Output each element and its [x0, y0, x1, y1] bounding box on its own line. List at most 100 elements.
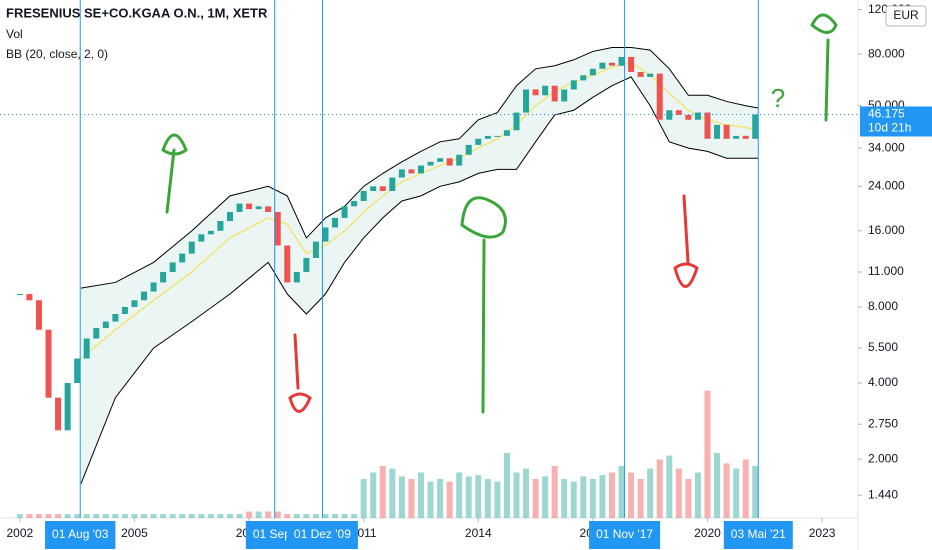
marker-label: 01 Nov '17: [596, 527, 653, 541]
currency: EUR: [893, 8, 919, 22]
volume-bar: [398, 476, 405, 518]
x-tick-label: 2020: [694, 526, 721, 540]
candle: [160, 271, 167, 283]
volume-bar: [742, 459, 749, 518]
volume-bar: [675, 468, 682, 518]
volume-bar: [131, 514, 138, 518]
candle: [742, 135, 749, 139]
candle: [121, 306, 128, 315]
volume-bar: [83, 514, 90, 518]
volume-bar: [714, 453, 721, 518]
candle: [513, 112, 520, 131]
volume-bar: [523, 468, 530, 518]
volume-bar: [456, 472, 463, 518]
candle: [102, 321, 109, 329]
candle: [169, 262, 176, 272]
candle: [332, 217, 339, 228]
candle: [64, 383, 71, 431]
y-tick-label: 24.000: [868, 178, 905, 192]
volume-bar: [513, 472, 520, 518]
candle: [456, 154, 463, 166]
candle: [293, 271, 300, 283]
y-tick-label: 16.000: [868, 223, 905, 237]
volume-bar: [16, 514, 23, 518]
volume-bar: [379, 466, 386, 518]
volume-bar: [246, 511, 253, 518]
volume-bar: [150, 514, 157, 518]
y-tick-label: 80.000: [868, 46, 905, 60]
volume-bar: [570, 481, 577, 518]
volume-bar: [370, 472, 377, 518]
volume-bar: [733, 468, 740, 518]
candle: [542, 85, 549, 96]
indicator-label: BB (20, close, 2, 0): [6, 47, 108, 61]
volume-bar: [723, 463, 730, 518]
candle: [475, 138, 482, 145]
candle: [647, 73, 654, 77]
y-tick-label: 4.000: [868, 375, 898, 389]
candle: [207, 230, 214, 235]
candle: [198, 234, 205, 242]
volume-bar: [637, 479, 644, 518]
x-tick-label: 2023: [809, 526, 836, 540]
marker-label: 01 Sep ': [253, 527, 297, 541]
band-lower: [80, 76, 759, 484]
marker-box: [589, 521, 661, 549]
candle: [312, 241, 319, 258]
volume-bar: [561, 479, 568, 518]
volume-bar: [551, 466, 558, 518]
volume-bar: [160, 514, 167, 518]
volume-bar: [608, 472, 615, 518]
candle: [274, 211, 281, 246]
candle: [532, 89, 539, 96]
candle: [93, 328, 100, 339]
volume-bar: [284, 514, 291, 518]
volume-bar: [265, 511, 272, 518]
volume-bar: [417, 472, 424, 518]
candle: [408, 169, 415, 174]
candle: [35, 300, 42, 330]
green-arrow: [161, 133, 188, 214]
volume-bar: [685, 479, 692, 518]
y-tick-label: 34.000: [868, 140, 905, 154]
candle: [714, 124, 721, 139]
volume-bar: [303, 514, 310, 518]
candle: [379, 186, 386, 191]
volume-bar: [389, 468, 396, 518]
chart-title: FRESENIUS SE+CO.KGAA O.N., 1M, XETR: [6, 5, 268, 20]
volume-bar: [475, 475, 482, 518]
y-tick-label: 1.440: [868, 487, 898, 501]
candle: [752, 114, 759, 139]
y-tick-label: 2.000: [868, 451, 898, 465]
band-upper: [80, 46, 759, 289]
candle: [141, 291, 148, 301]
marker-label: 01 Dez '09: [294, 527, 351, 541]
drawings: [161, 13, 838, 414]
volume-bar: [589, 479, 596, 518]
volume-bar: [217, 514, 224, 518]
candle: [265, 206, 272, 212]
volume-bar: [179, 514, 186, 518]
marker-box: [286, 521, 358, 549]
candle: [704, 112, 711, 139]
candle: [150, 282, 157, 292]
band-fill: [80, 47, 759, 484]
volume-bar: [255, 511, 262, 518]
volume-bar: [704, 390, 711, 518]
candle: [685, 114, 692, 120]
candle: [733, 135, 740, 139]
volume-bar: [666, 455, 673, 518]
volume-bar: [312, 514, 319, 518]
candle: [694, 112, 701, 120]
last-price-label: 46.175: [868, 107, 905, 121]
candle: [370, 186, 377, 191]
volume-bar: [332, 514, 339, 518]
marker-label: 01 Aug '03: [52, 527, 109, 541]
green-arrow: [810, 13, 838, 122]
candle: [322, 227, 329, 242]
candle: [255, 206, 262, 210]
currency-box[interactable]: [885, 5, 927, 27]
candle: [427, 161, 434, 166]
